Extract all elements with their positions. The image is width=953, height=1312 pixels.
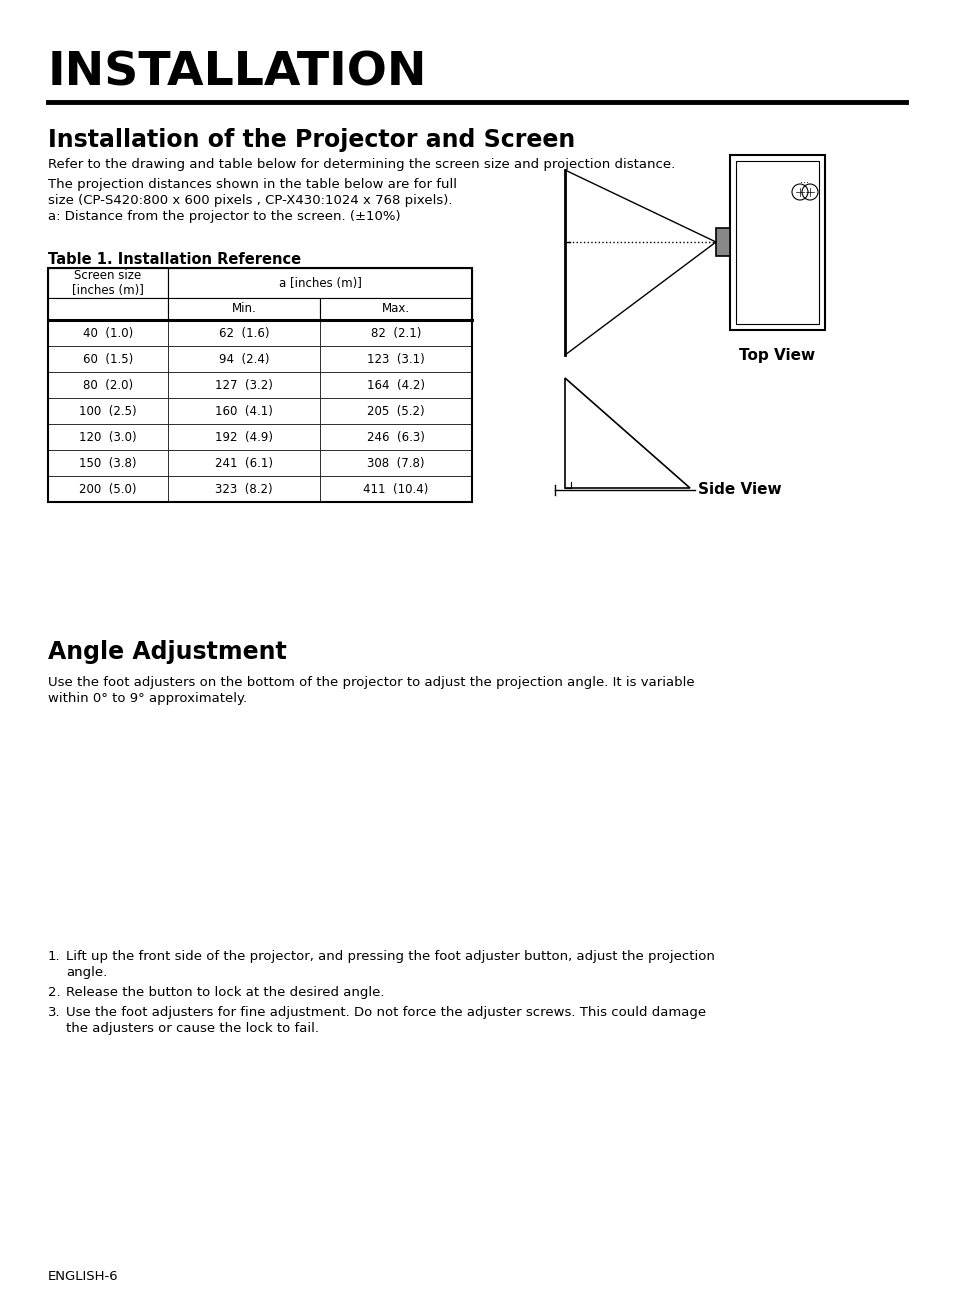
Text: 2.: 2. [48, 987, 61, 998]
Text: a: Distance from the projector to the screen. (±10%): a: Distance from the projector to the sc… [48, 210, 400, 223]
Text: 200  (5.0): 200 (5.0) [79, 483, 136, 496]
Text: Angle Adjustment: Angle Adjustment [48, 640, 287, 664]
Text: Screen size
[inches (m)]: Screen size [inches (m)] [72, 269, 144, 297]
Text: the adjusters or cause the lock to fail.: the adjusters or cause the lock to fail. [66, 1022, 318, 1035]
Text: 323  (8.2): 323 (8.2) [215, 483, 273, 496]
Text: 94  (2.4): 94 (2.4) [218, 353, 269, 366]
Bar [319, 346, 472, 373]
Bar [48, 373, 168, 398]
Bar [319, 398, 472, 424]
Text: 1.: 1. [48, 950, 61, 963]
Text: 164  (4.2): 164 (4.2) [367, 378, 424, 391]
Text: 3.: 3. [48, 1006, 61, 1019]
Text: 60  (1.5): 60 (1.5) [83, 353, 133, 366]
Bar [48, 320, 168, 346]
Text: Installation of the Projector and Screen: Installation of the Projector and Screen [48, 129, 575, 152]
Bar [168, 268, 472, 298]
Text: Side View: Side View [698, 483, 781, 497]
Text: a [inches (m)]: a [inches (m)] [278, 277, 361, 290]
Bar [168, 320, 319, 346]
Bar [319, 424, 472, 450]
Text: Lift up the front side of the projector, and pressing the foot adjuster button, : Lift up the front side of the projector,… [66, 950, 714, 963]
Bar [168, 373, 319, 398]
Text: 246  (6.3): 246 (6.3) [367, 430, 424, 443]
Text: 123  (3.1): 123 (3.1) [367, 353, 424, 366]
Bar [48, 450, 168, 476]
Text: 62  (1.6): 62 (1.6) [218, 327, 269, 340]
Bar [48, 398, 168, 424]
Text: INSTALLATION: INSTALLATION [48, 50, 427, 94]
Text: 150  (3.8): 150 (3.8) [79, 457, 136, 470]
Bar [48, 268, 472, 502]
Text: ...: ... [800, 174, 809, 185]
Text: 100  (2.5): 100 (2.5) [79, 404, 136, 417]
Bar [168, 346, 319, 373]
Text: within 0° to 9° approximately.: within 0° to 9° approximately. [48, 691, 247, 705]
Text: Table 1. Installation Reference: Table 1. Installation Reference [48, 252, 301, 268]
Text: Max.: Max. [381, 303, 410, 315]
Text: Refer to the drawing and table below for determining the screen size and project: Refer to the drawing and table below for… [48, 157, 675, 171]
Bar [716, 228, 729, 256]
Bar [48, 268, 168, 298]
Text: 308  (7.8): 308 (7.8) [367, 457, 424, 470]
Text: 241  (6.1): 241 (6.1) [214, 457, 273, 470]
Bar [168, 424, 319, 450]
Text: The projection distances shown in the table below are for full: The projection distances shown in the ta… [48, 178, 456, 192]
Text: 40  (1.0): 40 (1.0) [83, 327, 133, 340]
Text: ENGLISH-6: ENGLISH-6 [48, 1270, 118, 1283]
Bar [48, 346, 168, 373]
Text: 411  (10.4): 411 (10.4) [363, 483, 428, 496]
Bar [168, 398, 319, 424]
Bar [319, 450, 472, 476]
Text: Min.: Min. [232, 303, 256, 315]
Bar [319, 373, 472, 398]
Text: 160  (4.1): 160 (4.1) [214, 404, 273, 417]
Text: Use the foot adjusters for fine adjustment. Do not force the adjuster screws. Th: Use the foot adjusters for fine adjustme… [66, 1006, 705, 1019]
Bar [729, 155, 824, 331]
Bar [48, 476, 168, 502]
Bar [319, 476, 472, 502]
Text: 205  (5.2): 205 (5.2) [367, 404, 424, 417]
Bar [48, 424, 168, 450]
Text: angle.: angle. [66, 966, 107, 979]
Text: 80  (2.0): 80 (2.0) [83, 378, 132, 391]
Text: 192  (4.9): 192 (4.9) [214, 430, 273, 443]
Bar [319, 320, 472, 346]
Text: 120  (3.0): 120 (3.0) [79, 430, 136, 443]
Bar [48, 298, 168, 320]
Text: Release the button to lock at the desired angle.: Release the button to lock at the desire… [66, 987, 384, 998]
Bar [168, 298, 319, 320]
Text: size (CP-S420:800 x 600 pixels , CP-X430:1024 x 768 pixels).: size (CP-S420:800 x 600 pixels , CP-X430… [48, 194, 452, 207]
Bar [319, 298, 472, 320]
Text: Top View: Top View [739, 348, 815, 363]
Text: 82  (2.1): 82 (2.1) [371, 327, 420, 340]
Text: Use the foot adjusters on the bottom of the projector to adjust the projection a: Use the foot adjusters on the bottom of … [48, 676, 694, 689]
Text: 127  (3.2): 127 (3.2) [214, 378, 273, 391]
Bar [168, 450, 319, 476]
Bar [168, 476, 319, 502]
Bar [735, 161, 818, 324]
